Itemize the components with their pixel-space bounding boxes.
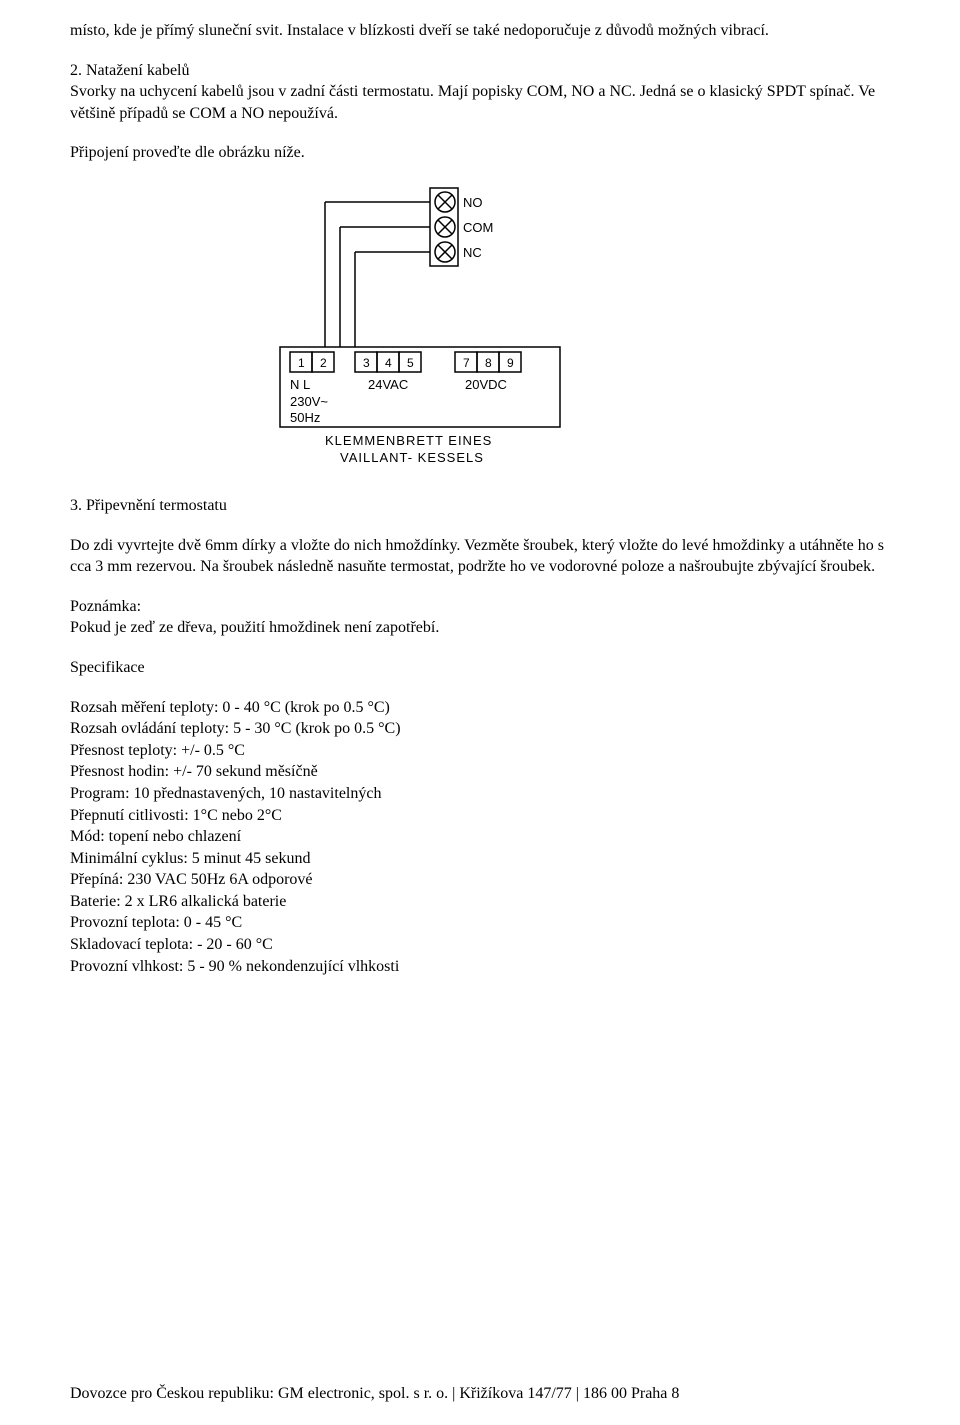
footer-text: Dovozce pro Českou republiku: GM electro… [70, 1383, 890, 1405]
svg-text:7: 7 [463, 356, 470, 370]
svg-text:20VDC: 20VDC [465, 377, 507, 392]
svg-text:5: 5 [407, 356, 414, 370]
diagram-caption-2: VAILLANT- KESSELS [340, 450, 484, 465]
wiring-diagram-svg: NO COM NC [260, 182, 580, 472]
svg-text:4: 4 [385, 356, 392, 370]
spec-line: Program: 10 přednastavených, 10 nastavit… [70, 783, 890, 805]
svg-text:2: 2 [320, 356, 327, 370]
svg-text:9: 9 [507, 356, 514, 370]
section-2-paragraph-1: Svorky na uchycení kabelů jsou v zadní č… [70, 81, 890, 124]
spec-line: Provozní teplota: 0 - 45 °C [70, 912, 890, 934]
spec-line: Mód: topení nebo chlazení [70, 826, 890, 848]
page: místo, kde je přímý sluneční svit. Insta… [0, 0, 960, 1425]
spec-line: Rozsah ovládání teploty: 5 - 30 °C (krok… [70, 718, 890, 740]
spec-line: Provozní vlhkost: 5 - 90 % nekondenzujíc… [70, 956, 890, 978]
spec-line: Rozsah měření teploty: 0 - 40 °C (krok p… [70, 697, 890, 719]
spec-line: Přesnost teploty: +/- 0.5 °C [70, 740, 890, 762]
spec-line: Přepíná: 230 VAC 50Hz 6A odporové [70, 869, 890, 891]
svg-text:8: 8 [485, 356, 492, 370]
wiring-diagram: NO COM NC [260, 182, 580, 477]
section-3-paragraph: Do zdi vyvrtejte dvě 6mm dírky a vložte … [70, 535, 890, 578]
svg-text:3: 3 [363, 356, 370, 370]
spec-line: Přesnost hodin: +/- 70 sekund měsíčně [70, 761, 890, 783]
diagram-label-nc: NC [463, 245, 482, 260]
section-3-title: 3. Připevnění termostatu [70, 495, 890, 517]
section-2-paragraph-2: Připojení proveďte dle obrázku níže. [70, 142, 890, 164]
note-label: Poznámka: [70, 596, 890, 618]
svg-text:1: 1 [298, 356, 305, 370]
diagram-label-no: NO [463, 195, 483, 210]
svg-text:N L: N L [290, 377, 310, 392]
diagram-caption-1: KLEMMENBRETT EINES [325, 433, 492, 448]
footer: Dovozce pro Českou republiku: GM electro… [70, 1383, 890, 1405]
spec-line: Baterie: 2 x LR6 alkalická baterie [70, 891, 890, 913]
diagram-label-com: COM [463, 220, 493, 235]
spec-line: Přepnutí citlivosti: 1°C nebo 2°C [70, 805, 890, 827]
svg-text:50Hz: 50Hz [290, 410, 320, 425]
intro-paragraph: místo, kde je přímý sluneční svit. Insta… [70, 20, 890, 42]
note-body: Pokud je zeď ze dřeva, použití hmoždinek… [70, 617, 890, 639]
spec-title: Specifikace [70, 657, 890, 679]
spec-line: Minimální cyklus: 5 minut 45 sekund [70, 848, 890, 870]
svg-text:230V~: 230V~ [290, 394, 328, 409]
section-2-title: 2. Natažení kabelů [70, 60, 890, 82]
spec-line: Skladovací teplota: - 20 - 60 °C [70, 934, 890, 956]
svg-text:24VAC: 24VAC [368, 377, 408, 392]
